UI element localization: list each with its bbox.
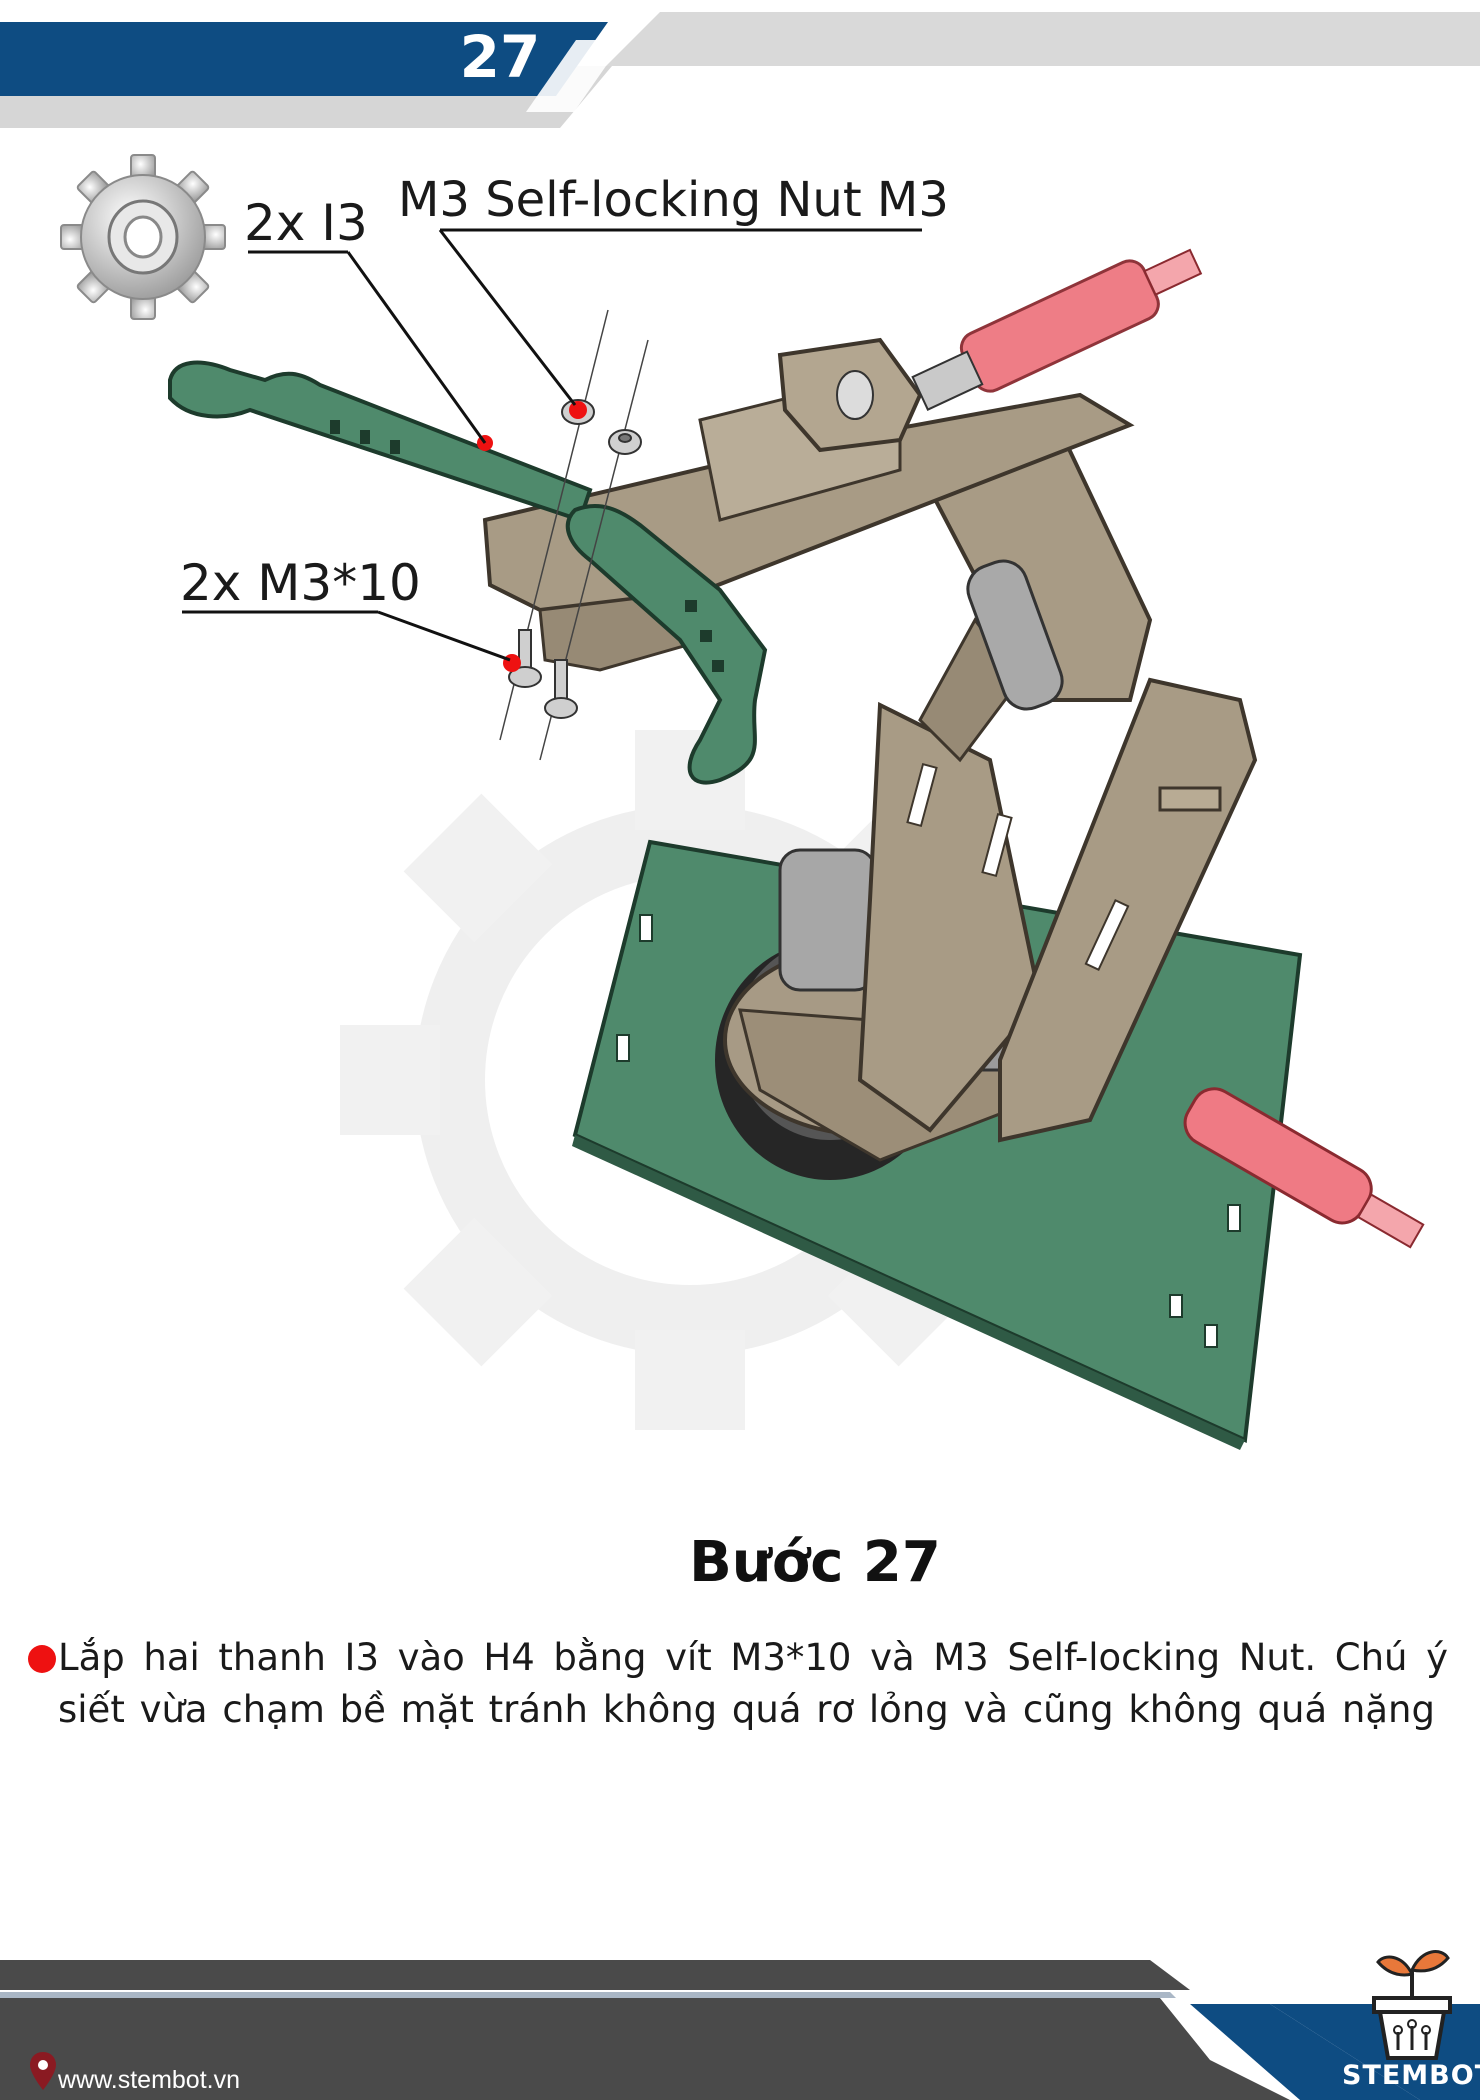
step-instruction: Lắp hai thanh I3 vào H4 bằng vít M3*10 v… (58, 1636, 1448, 1731)
footer-band (0, 1960, 1480, 2100)
header-band (0, 12, 1480, 128)
plant-pot-logo-icon (1372, 1950, 1452, 2060)
callout-label-i3: 2x I3 (244, 194, 368, 252)
location-pin-icon (30, 2052, 56, 2090)
page-number: 27 (459, 23, 541, 91)
gear-icon (60, 154, 226, 320)
brand-name: STEMBOT (1342, 2060, 1480, 2091)
robot-arm-assembly-illustration (168, 228, 1425, 1450)
callout-label-nut: M3 Self-locking Nut M3 (398, 172, 949, 228)
callout-label-screw: 2x M3*10 (180, 554, 421, 612)
bullet-icon (28, 1645, 56, 1673)
step-title: Bước 27 (689, 1530, 941, 1595)
website-link[interactable]: www.stembot.vn (58, 2066, 241, 2094)
